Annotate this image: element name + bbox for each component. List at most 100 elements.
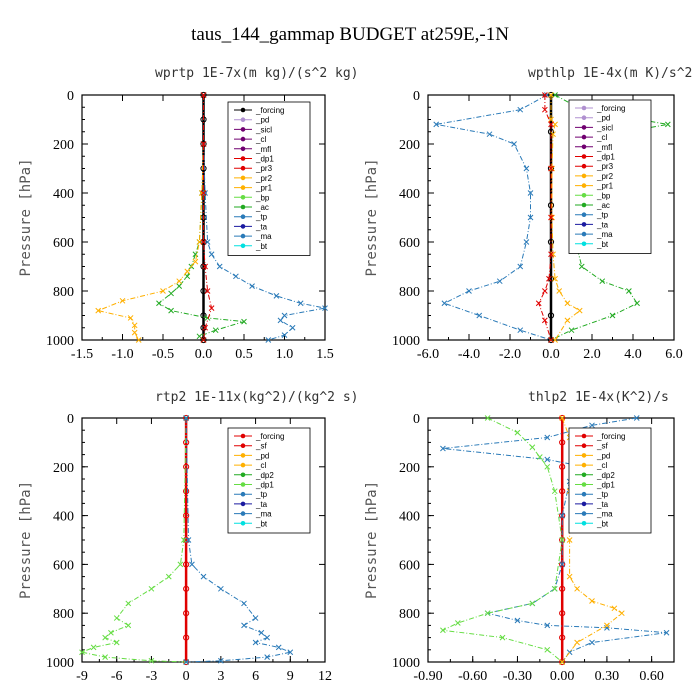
x-tick-label: 12: [318, 669, 332, 684]
series-point-tp: [208, 251, 215, 258]
series-point-dp1: [551, 585, 558, 592]
series-point-forcing: [559, 463, 566, 470]
series-point-tp: [216, 263, 223, 270]
series-point-pd: [611, 605, 618, 612]
series-point-pr1: [548, 92, 554, 98]
series-point-tp: [511, 141, 517, 147]
x-tick-label: -6.0: [417, 347, 439, 362]
series-point-dp1: [177, 561, 184, 568]
legend-marker: [240, 224, 246, 229]
legend-label: _tp: [596, 211, 609, 220]
series-point-forcing: [183, 561, 190, 568]
chart-panel-1: wprtp 1E-7x(m kg)/(s^2 kg) -1.5 -1.0 -0.5 0.…: [18, 66, 359, 362]
legend-marker: [581, 183, 587, 188]
x-tick-label: -0.5: [152, 347, 174, 362]
legend-marker: [240, 117, 246, 122]
legend-label: _pr1: [596, 182, 614, 191]
series-point-dp1: [440, 627, 446, 634]
x-tick-label: 6: [252, 669, 259, 684]
y-tick-label: 400: [53, 510, 74, 525]
series-point-pr1: [550, 251, 556, 258]
y-tick-label: 600: [53, 558, 74, 573]
series-point-dp1: [548, 214, 554, 221]
series-point-tp: [514, 617, 521, 624]
series-point-tp: [202, 190, 208, 196]
series-point-pd: [618, 610, 625, 617]
legend-marker: [581, 202, 587, 208]
legend-label: _dp1: [596, 481, 615, 490]
series-point-tp: [433, 121, 440, 128]
x-tick-label: 0.60: [639, 669, 664, 684]
series-point-pd: [589, 598, 595, 604]
series-point-pr1: [552, 275, 558, 282]
series-point-forcing: [559, 658, 566, 666]
series-point-tp: [200, 573, 207, 580]
legend-marker: [240, 127, 246, 132]
legend-label: _forcing: [255, 432, 284, 441]
series-point-dp1: [102, 634, 108, 641]
y-tick-label: 800: [53, 285, 74, 300]
legend-marker: [240, 165, 246, 171]
y-tick-label: 0: [67, 412, 74, 427]
x-tick-label: -4.0: [458, 347, 480, 362]
series-point-pd: [604, 622, 610, 629]
legend-label: _bp: [255, 193, 270, 202]
legend-marker: [240, 433, 246, 439]
x-tick-label: 9: [287, 669, 294, 684]
series-point-dp1: [113, 639, 120, 646]
legend-label: _pr1: [255, 184, 273, 193]
legend-label: _ma: [596, 510, 613, 519]
y-tick-label: 800: [399, 607, 420, 622]
legend-label: _pd: [596, 451, 610, 460]
legend-marker: [581, 212, 587, 217]
series-point-tp: [233, 273, 239, 280]
series-point-forcing: [183, 610, 190, 617]
series-point-forcing: [559, 585, 566, 592]
legend-label: _ma: [255, 510, 272, 519]
series-point-dp1: [200, 190, 207, 196]
series-point-pd: [574, 585, 580, 592]
series-point-tp: [297, 300, 304, 307]
series-point-dp1: [148, 657, 155, 664]
series-point-forcing: [559, 439, 566, 446]
series-point-dp1: [79, 649, 85, 656]
legend-marker: [240, 472, 246, 478]
series-point-pr1: [549, 214, 555, 221]
y-axis-label: Pressure [hPa]: [18, 158, 34, 276]
series-point-forcing: [183, 512, 190, 519]
y-tick-label: 600: [399, 558, 420, 573]
series-point-tp: [241, 622, 247, 629]
series-point-tp: [517, 263, 524, 270]
series-point-dp1: [125, 600, 132, 607]
series-point-pr1: [196, 239, 203, 245]
legend-label: _cl: [255, 135, 266, 144]
series-point-dp1: [529, 600, 536, 607]
legend-marker: [581, 193, 587, 198]
legend-marker: [581, 433, 587, 439]
x-tick-label: 0: [183, 669, 190, 684]
x-tick-label: 0.0: [195, 347, 213, 362]
series-point-tp: [466, 288, 472, 294]
series-point-dp1: [541, 106, 548, 113]
series-point-dp1: [541, 288, 548, 294]
series-point-pr1: [127, 315, 134, 321]
series-point-forcing: [200, 287, 207, 295]
legend-label: _bt: [255, 242, 268, 251]
series-point-dp1: [535, 300, 542, 307]
series-point-dp1: [204, 288, 211, 294]
legend-label: _dp1: [255, 155, 274, 164]
y-axis-label: Pressure [hPa]: [364, 158, 380, 276]
x-tick-label: -0.60: [458, 669, 487, 684]
series-point-forcing: [559, 610, 566, 617]
series-point-tp: [189, 561, 195, 568]
legend-label: _ta: [596, 220, 609, 229]
series-point-pr1: [564, 317, 571, 324]
legend-marker: [240, 501, 246, 507]
legend-label: _ta: [255, 222, 268, 231]
panel-title: thlp2 1E-4x(K^2)/s: [528, 390, 669, 405]
series-point-dp1: [529, 444, 536, 451]
y-tick-label: 400: [53, 187, 74, 202]
series-point-tp: [264, 634, 270, 641]
legend-label: _pd: [596, 114, 610, 123]
